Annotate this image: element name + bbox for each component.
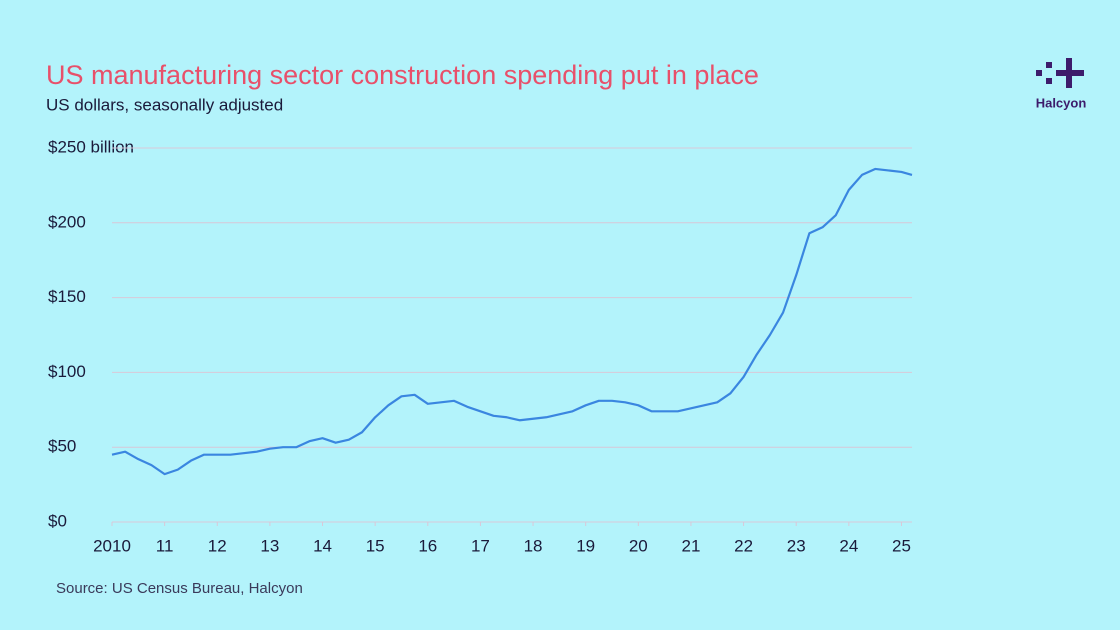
- y-tick-label: $50: [48, 437, 76, 456]
- chart-title: US manufacturing sector construction spe…: [46, 60, 759, 90]
- x-tick-label: 18: [524, 536, 543, 555]
- x-tick-label: 16: [418, 536, 437, 555]
- x-tick-label: 13: [260, 536, 279, 555]
- source: Source: US Census Bureau, Halcyon: [56, 580, 303, 597]
- y-tick-label: $100: [48, 362, 86, 381]
- x-tick-label: 17: [471, 536, 490, 555]
- y-tick-label: $200: [48, 212, 86, 231]
- x-tick-label: 19: [576, 536, 595, 555]
- brand: Halcyon: [1036, 95, 1087, 110]
- chart-subtitle: US dollars, seasonally adjusted: [46, 95, 283, 114]
- y-tick-label: $0: [48, 511, 67, 530]
- x-tick-label: 12: [208, 536, 227, 555]
- x-tick-label: 20: [629, 536, 648, 555]
- x-tick-label: 21: [681, 536, 700, 555]
- y-tick-label: $250 billion: [48, 137, 134, 156]
- x-tick-label: 24: [839, 536, 858, 555]
- data-line: [111, 167, 913, 476]
- x-tick-label: 22: [734, 536, 753, 555]
- x-tick-label: 11: [156, 536, 174, 555]
- x-tick-label: 2010: [93, 536, 131, 555]
- x-tick-label: 15: [366, 536, 385, 555]
- logo: [1036, 58, 1084, 88]
- x-tick-label: 14: [313, 536, 332, 555]
- x-tick-label: 23: [787, 536, 806, 555]
- x-tick-label: 25: [892, 536, 911, 555]
- y-tick-label: $150: [48, 287, 86, 306]
